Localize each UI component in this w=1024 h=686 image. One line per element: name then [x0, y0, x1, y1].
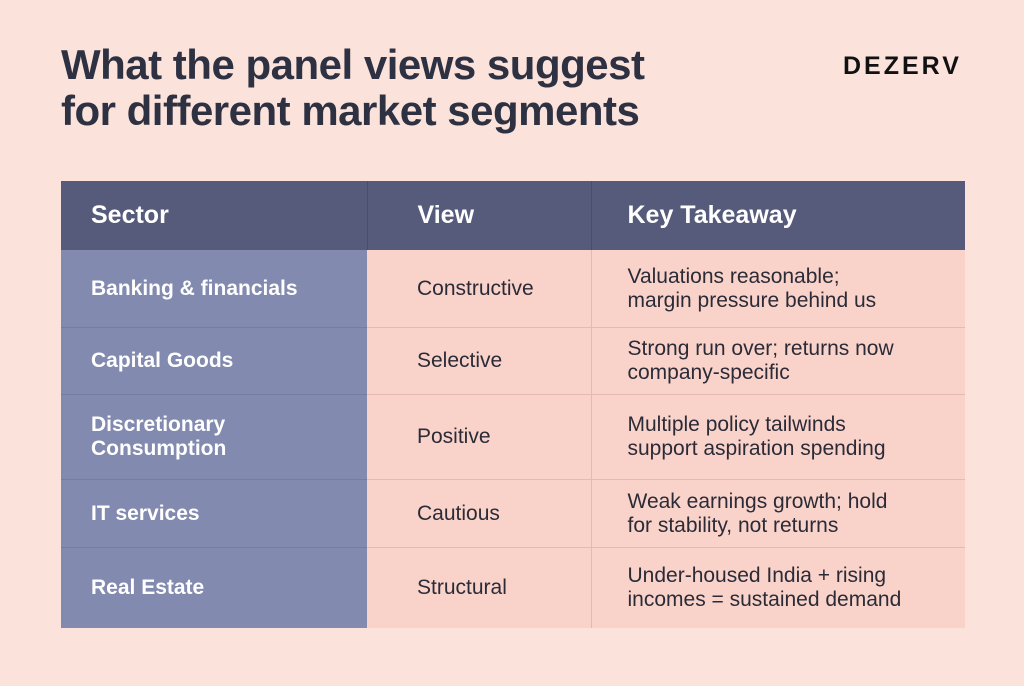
- sector-cell: Real Estate: [61, 547, 367, 628]
- takeaway-line-1: Under-housed India + rising: [627, 564, 887, 587]
- table-row: Banking & financials Constructive Valuat…: [61, 250, 965, 328]
- title-line-1: What the panel views suggest: [61, 41, 645, 88]
- sector-cell: Discretionary Consumption: [61, 394, 367, 480]
- sector-line-2: Consumption: [91, 437, 227, 460]
- view-cell: Constructive: [367, 250, 592, 328]
- takeaway-line-2: incomes = sustained demand: [627, 588, 902, 611]
- view-cell: Selective: [367, 327, 592, 395]
- column-header-key-takeaway: Key Takeaway: [591, 181, 965, 250]
- takeaway-cell: Strong run over; returns now company-spe…: [591, 327, 965, 395]
- takeaway-line-2: company-specific: [627, 361, 790, 384]
- takeaway-line-2: margin pressure behind us: [627, 288, 877, 312]
- takeaway-cell: Under-housed India + rising incomes = su…: [591, 547, 965, 628]
- page-title: What the panel views suggest for differe…: [61, 42, 761, 134]
- takeaway-cell: Multiple policy tailwinds support aspira…: [591, 394, 965, 480]
- brand-logo: DEZERV: [843, 52, 962, 80]
- sector-cell: Banking & financials: [61, 250, 367, 328]
- column-header-view: View: [367, 181, 592, 250]
- sector-cell: Capital Goods: [61, 327, 367, 395]
- takeaway-line-2: for stability, not returns: [627, 513, 839, 537]
- view-cell: Structural: [367, 547, 592, 628]
- takeaway-line-1: Strong run over; returns now: [627, 337, 894, 360]
- sector-views-table: Sector View Key Takeaway Banking & finan…: [61, 181, 965, 628]
- takeaway-cell: Valuations reasonable; margin pressure b…: [591, 250, 965, 328]
- table-row: Capital Goods Selective Strong run over;…: [61, 327, 965, 395]
- sector-line-1: Discretionary: [91, 413, 226, 436]
- table-row: Discretionary Consumption Positive Multi…: [61, 394, 965, 480]
- title-line-2: for different market segments: [61, 87, 640, 134]
- takeaway-line-1: Multiple policy tailwinds: [627, 413, 846, 436]
- takeaway-cell: Weak earnings growth; hold for stability…: [591, 479, 965, 548]
- takeaway-line-1: Weak earnings growth; hold: [627, 489, 888, 513]
- takeaway-line-1: Valuations reasonable;: [627, 264, 840, 288]
- sector-cell: IT services: [61, 479, 367, 548]
- view-cell: Positive: [367, 394, 592, 480]
- table-row: Real Estate Structural Under-housed Indi…: [61, 547, 965, 628]
- table-row: IT services Cautious Weak earnings growt…: [61, 479, 965, 548]
- table-header-row: Sector View Key Takeaway: [61, 181, 965, 250]
- view-cell: Cautious: [367, 479, 592, 548]
- column-header-sector: Sector: [61, 181, 368, 250]
- takeaway-line-2: support aspiration spending: [627, 437, 886, 460]
